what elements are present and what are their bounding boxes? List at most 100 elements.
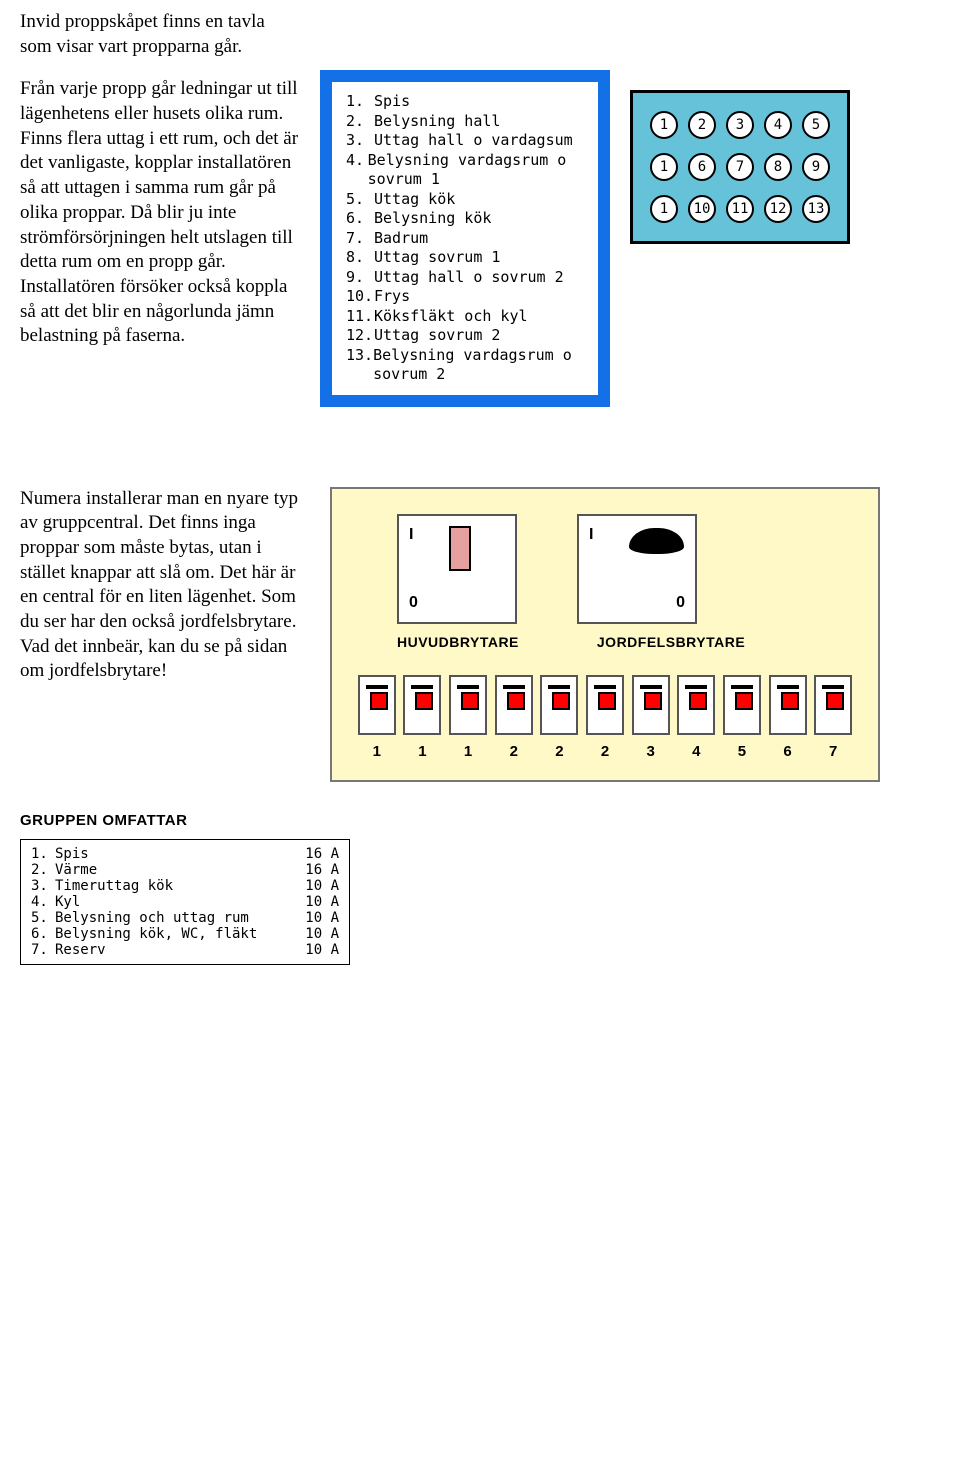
group-name: Reserv xyxy=(55,942,294,958)
text-column-1: Invid proppskåpet finns en tavla som vis… xyxy=(20,10,300,407)
breaker: 7 xyxy=(813,675,853,760)
breaker: 2 xyxy=(585,675,625,760)
breaker: 2 xyxy=(494,675,534,760)
board-item-text: Uttag hall o vardagsum xyxy=(374,131,573,151)
group-amp: 10 A xyxy=(294,926,339,942)
breaker-icon xyxy=(677,675,715,735)
breaker-icon xyxy=(358,675,396,735)
group-num: 4. xyxy=(31,894,55,910)
section-1: Invid proppskåpet finns en tavla som vis… xyxy=(20,10,940,407)
board-item-text: Uttag sovrum 2 xyxy=(374,326,500,346)
breaker: 6 xyxy=(768,675,808,760)
group-amp: 10 A xyxy=(294,894,339,910)
group-row: 7.Reserv10 A xyxy=(31,942,339,958)
fuse-circle: 8 xyxy=(764,153,792,181)
group-row: 4.Kyl10 A xyxy=(31,894,339,910)
fuse-circle: 11 xyxy=(726,195,754,223)
group-table: 1.Spis16 A2.Värme16 A3.Timeruttag kök10 … xyxy=(20,839,350,965)
group-section: GRUPPEN OMFATTAR 1.Spis16 A2.Värme16 A3.… xyxy=(20,812,940,965)
group-title: GRUPPEN OMFATTAR xyxy=(20,812,940,829)
board-item-text: Uttag kök xyxy=(374,190,455,210)
board-item: 12.Uttag sovrum 2 xyxy=(346,326,584,346)
fuse-circle: 4 xyxy=(764,111,792,139)
fuse-circle: 1 xyxy=(650,195,678,223)
group-num: 6. xyxy=(31,926,55,942)
board-item: 7.Badrum xyxy=(346,229,584,249)
breaker-icon xyxy=(495,675,533,735)
main-switch-label: HUVUDBRYTARE xyxy=(397,634,519,650)
group-name: Spis xyxy=(55,846,294,862)
breaker-number: 1 xyxy=(373,743,381,760)
board-item-num: 9. xyxy=(346,268,374,288)
group-name: Belysning och uttag rum xyxy=(55,910,294,926)
group-row: 6.Belysning kök, WC, fläkt10 A xyxy=(31,926,339,942)
group-amp: 10 A xyxy=(294,910,339,926)
fuse-circle: 7 xyxy=(726,153,754,181)
fuse-circle: 10 xyxy=(688,195,716,223)
board-item: 5.Uttag kök xyxy=(346,190,584,210)
board-item-num: 4. xyxy=(346,151,368,190)
breaker: 1 xyxy=(448,675,488,760)
board-item-num: 3. xyxy=(346,131,374,151)
switch-off-label: 0 xyxy=(409,594,505,612)
board-item: 9.Uttag hall o sovrum 2 xyxy=(346,268,584,288)
group-row: 5.Belysning och uttag rum10 A xyxy=(31,910,339,926)
fuse-circle: 5 xyxy=(802,111,830,139)
board-item-num: 5. xyxy=(346,190,374,210)
modern-panel: I 0 I 0 HUVUDBRYTARE JORDFELSBRYTARE 1 1 1… xyxy=(330,487,880,782)
board-item-text: Belysning vardagsrum o sovrum 2 xyxy=(373,346,584,385)
board-item-text: Uttag sovrum 1 xyxy=(374,248,500,268)
breaker-number: 3 xyxy=(646,743,654,760)
breaker: 1 xyxy=(403,675,443,760)
group-name: Värme xyxy=(55,862,294,878)
group-num: 2. xyxy=(31,862,55,878)
fuse-row: 16789 xyxy=(649,153,831,181)
breaker-row: 11122234567 xyxy=(357,675,853,760)
breaker: 3 xyxy=(631,675,671,760)
board-item-text: Frys xyxy=(374,287,410,307)
group-row: 3.Timeruttag kök10 A xyxy=(31,878,339,894)
board-item-num: 7. xyxy=(346,229,374,249)
fuse-circle: 2 xyxy=(688,111,716,139)
board-item: 4.Belysning vardagsrum o sovrum 1 xyxy=(346,151,584,190)
fuse-circle: 6 xyxy=(688,153,716,181)
board-item: 8.Uttag sovrum 1 xyxy=(346,248,584,268)
fuse-circle: 3 xyxy=(726,111,754,139)
breaker-icon xyxy=(540,675,578,735)
group-name: Belysning kök, WC, fläkt xyxy=(55,926,294,942)
breaker-number: 5 xyxy=(738,743,746,760)
breaker-icon xyxy=(586,675,624,735)
board-item-text: Badrum xyxy=(374,229,428,249)
main-switches-row: I 0 I 0 xyxy=(397,514,853,624)
board-item-text: Spis xyxy=(374,92,410,112)
fuse-circle: 1 xyxy=(650,153,678,181)
breaker-number: 2 xyxy=(555,743,563,760)
board-item-num: 6. xyxy=(346,209,374,229)
board-item-text: Belysning kök xyxy=(374,209,491,229)
board-item-num: 13. xyxy=(346,346,373,385)
fuse-circle: 12 xyxy=(764,195,792,223)
group-amp: 16 A xyxy=(294,846,339,862)
board-item-text: Belysning hall xyxy=(374,112,500,132)
breaker-icon xyxy=(814,675,852,735)
fuse-circle: 9 xyxy=(802,153,830,181)
breaker-number: 1 xyxy=(418,743,426,760)
board-item-text: Uttag hall o sovrum 2 xyxy=(374,268,564,288)
fuse-panel: 1234516789110111213 xyxy=(630,90,850,244)
board-item-num: 12. xyxy=(346,326,374,346)
group-name: Kyl xyxy=(55,894,294,910)
board-item: 2.Belysning hall xyxy=(346,112,584,132)
group-num: 3. xyxy=(31,878,55,894)
switch-labels-row: HUVUDBRYTARE JORDFELSBRYTARE xyxy=(397,634,853,650)
board-item-num: 10. xyxy=(346,287,374,307)
text-column-2: Numera installerar man en nyare typ av g… xyxy=(20,487,300,782)
main-switch: I 0 xyxy=(397,514,517,624)
breaker-number: 6 xyxy=(783,743,791,760)
group-row: 2.Värme16 A xyxy=(31,862,339,878)
board-item-num: 2. xyxy=(346,112,374,132)
group-amp: 16 A xyxy=(294,862,339,878)
breaker: 2 xyxy=(540,675,580,760)
group-amp: 10 A xyxy=(294,942,339,958)
board-item: 1.Spis xyxy=(346,92,584,112)
switch-off-label: 0 xyxy=(676,594,685,612)
